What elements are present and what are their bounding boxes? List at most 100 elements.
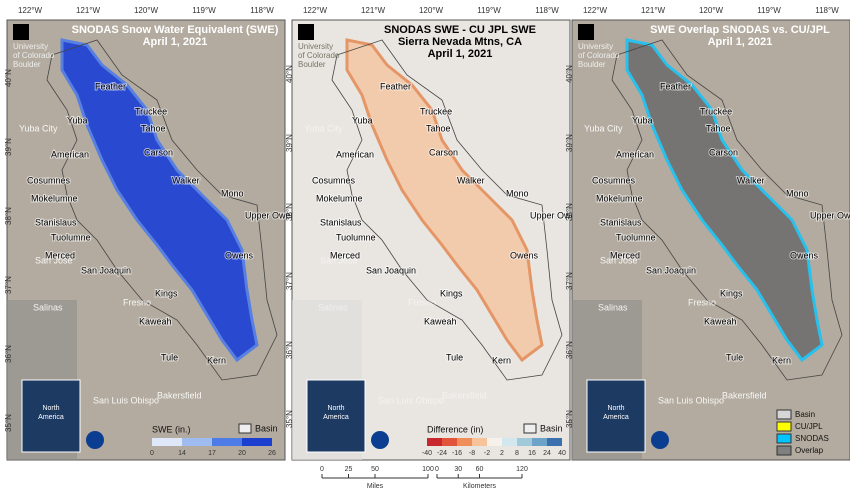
longitude-label: 120°W [134, 6, 159, 15]
basin-label: Kaweah [139, 316, 172, 326]
logo-text: University [298, 42, 333, 51]
latitude-label: 39°N [4, 138, 13, 156]
basin-label: Tahoe [706, 123, 731, 133]
legend-swatch [776, 409, 792, 420]
panel-title: April 1, 2021 [143, 36, 208, 48]
longitude-label: 118°W [815, 6, 839, 15]
city-label: Yuba City [19, 123, 58, 133]
basin-label: Kings [720, 288, 743, 298]
inset-label: North [42, 405, 59, 412]
basin-outline [611, 39, 843, 381]
basin-swatch [523, 423, 537, 434]
legend-entry: Basin [795, 410, 815, 419]
cu-logo [578, 24, 594, 40]
colorbar-swatch [487, 438, 502, 446]
city-label: Bakersfield [442, 390, 487, 400]
basin-label: Owens [225, 250, 254, 260]
latitude-label: 37°N [4, 276, 13, 294]
panel-title: SNODAS SWE - CU JPL SWE [384, 24, 536, 36]
scale-unit: Kilometers [463, 483, 497, 490]
city-label: Fresno [688, 297, 716, 307]
colorbar-swatch [152, 438, 182, 446]
basin-outline [46, 39, 278, 381]
longitude-label: 119°W [192, 6, 216, 15]
basin-label: Tule [446, 352, 463, 362]
latitude-label: 38°N [4, 207, 13, 225]
colorbar-swatch [242, 438, 272, 446]
snow-extent [60, 38, 259, 363]
basin-swatch [238, 423, 252, 434]
logo-text: of Colorado [578, 51, 620, 60]
basin-label: Tule [161, 352, 178, 362]
inset-map [21, 379, 81, 453]
city-label: Yuba City [584, 123, 623, 133]
basin-label: Upper Owens [245, 210, 301, 220]
basin-label: Mokelumne [596, 193, 643, 203]
basin-label: Tahoe [426, 123, 451, 133]
logo-text: Boulder [578, 60, 606, 69]
basin-label: Truckee [420, 106, 452, 116]
nasa-logo [371, 431, 389, 449]
scale-tick-label: 30 [454, 466, 462, 473]
colorbar-swatch [182, 438, 212, 446]
inset-label: America [323, 414, 349, 421]
city-label: Fresno [408, 297, 436, 307]
scale-tick-label: 50 [371, 466, 379, 473]
longitude-label: 118°W [535, 6, 559, 15]
longitude-label: 119°W [757, 6, 781, 15]
basin-label: Kern [207, 355, 226, 365]
basin-label: Truckee [135, 106, 167, 116]
nasa-logo [86, 431, 104, 449]
logo-text: of Colorado [298, 51, 340, 60]
colorbar-tick: 40 [558, 450, 566, 457]
basin-label: Stanislaus [320, 217, 362, 227]
latitude-label: 35°N [4, 414, 13, 432]
panel-title: April 1, 2021 [428, 48, 493, 60]
scale-tick-label: 100 [422, 466, 434, 473]
inset-map [586, 379, 646, 453]
cu-logo [13, 24, 29, 40]
basin-label: Mokelumne [316, 193, 363, 203]
longitude-label: 120°W [699, 6, 724, 15]
colorbar-swatch [457, 438, 472, 446]
basin-label: Tuolumne [336, 232, 376, 242]
latitude-label: 36°N [4, 345, 13, 363]
basin-label: Merced [45, 250, 75, 260]
legend-label: Difference (in) [427, 424, 483, 434]
colorbar-tick: -16 [452, 450, 462, 457]
basin-label: Feather [380, 81, 411, 91]
panel-title: SNODAS Snow Water Equivalent (SWE) [72, 24, 279, 36]
basin-label: Truckee [700, 106, 732, 116]
colorbar-tick: -40 [422, 450, 432, 457]
city-label: Salinas [33, 302, 63, 312]
basin-label: Yuba [632, 115, 653, 125]
inset-label: North [607, 405, 624, 412]
colorbar-tick: -8 [469, 450, 475, 457]
city-label: Bakersfield [157, 390, 202, 400]
longitude-label: 121°W [76, 6, 101, 15]
basin-label: American [336, 149, 374, 159]
basin-label: Stanislaus [35, 217, 77, 227]
latitude-label: 37°N [565, 272, 574, 290]
basin-label: Owens [510, 250, 539, 260]
basin-label: Cosumnes [312, 175, 356, 185]
longitude-label: 121°W [361, 6, 386, 15]
basin-label: Mono [506, 188, 529, 198]
colorbar-swatch [532, 438, 547, 446]
inset-map [306, 379, 366, 453]
colorbar-swatch [212, 438, 242, 446]
legend-entry: SNODAS [795, 434, 829, 443]
basin-label: San Joaquin [366, 265, 416, 275]
panel-title: April 1, 2021 [708, 36, 773, 48]
basin-label: San Joaquin [646, 265, 696, 275]
colorbar-tick: 16 [528, 450, 536, 457]
longitude-label: 118°W [250, 6, 274, 15]
city-label: Fresno [123, 297, 151, 307]
inset-label: America [38, 414, 64, 421]
city-label: Bakersfield [722, 390, 767, 400]
basin-label: San Joaquin [81, 265, 131, 275]
basin-label: Walker [737, 175, 765, 185]
